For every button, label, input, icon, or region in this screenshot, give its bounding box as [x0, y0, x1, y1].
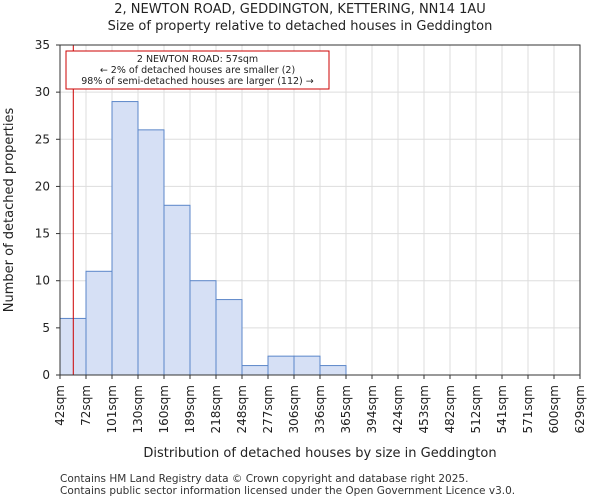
x-axis-label: Distribution of detached houses by size …: [143, 446, 496, 461]
x-tick-label: 42sqm: [53, 385, 67, 426]
x-tick-label: 512sqm: [469, 385, 483, 433]
bar: [319, 365, 347, 376]
annotation-line-1: 2 NEWTON ROAD: 57sqm: [137, 54, 258, 65]
bar: [293, 355, 321, 376]
x-tick-label: 306sqm: [287, 385, 301, 433]
x-tick-label: 160sqm: [157, 385, 171, 433]
x-tick-label: 394sqm: [365, 385, 379, 433]
y-tick-label: 25: [35, 132, 50, 146]
y-tick-label: 20: [35, 179, 50, 193]
x-tick-label: 277sqm: [261, 385, 275, 433]
bar: [267, 355, 295, 376]
x-tick-label: 629sqm: [573, 385, 587, 433]
x-tick-label: 541sqm: [495, 385, 509, 433]
chart-title: 2, NEWTON ROAD, GEDDINGTON, KETTERING, N…: [114, 2, 486, 17]
x-tick-label: 130sqm: [131, 385, 145, 433]
x-tick-label: 72sqm: [79, 385, 93, 426]
y-axis-label: Number of detached properties: [2, 108, 17, 313]
annotation-line-2: ← 2% of detached houses are smaller (2): [100, 65, 295, 76]
bar: [241, 365, 269, 376]
bar: [189, 280, 217, 376]
y-tick-label: 30: [35, 85, 50, 99]
y-tick-label: 15: [35, 227, 50, 241]
footer-line-2: Contains public sector information licen…: [60, 485, 516, 497]
x-axis: 42sqm 72sqm 101sqm 130sqm 160sqm 189sqm 218sqm…: [53, 375, 587, 433]
annotation-box: 2 NEWTON ROAD: 57sqm ← 2% of detached ho…: [65, 50, 330, 90]
bar: [111, 101, 139, 376]
y-tick-label: 5: [42, 321, 50, 335]
chart-subtitle: Size of property relative to detached ho…: [107, 19, 493, 34]
x-tick-label: 424sqm: [391, 385, 405, 433]
x-tick-label: 101sqm: [105, 385, 119, 433]
annotation-rect: [65, 50, 330, 90]
y-axis: 0 5 10 15 20 25 30 35: [35, 38, 60, 382]
x-tick-label: 189sqm: [183, 385, 197, 433]
y-tick-label: 0: [42, 368, 50, 382]
footer-line-1: Contains HM Land Registry data © Crown c…: [60, 473, 469, 485]
x-tick-label: 482sqm: [443, 385, 457, 433]
x-tick-label: 365sqm: [339, 385, 353, 433]
plot-frame: [59, 44, 581, 376]
y-tick-label: 10: [35, 274, 50, 288]
bar: [215, 299, 243, 376]
x-tick-label: 571sqm: [521, 385, 535, 433]
x-tick-label: 248sqm: [235, 385, 249, 433]
bar: [163, 204, 191, 376]
annotation-line-3: 98% of semi-detached houses are larger (…: [81, 76, 314, 87]
y-tick-label: 35: [35, 38, 50, 52]
x-tick-label: 336sqm: [313, 385, 327, 433]
x-tick-label: 453sqm: [417, 385, 431, 433]
x-tick-label: 600sqm: [547, 385, 561, 433]
bar: [85, 270, 113, 376]
bar: [137, 129, 165, 376]
bars: [59, 101, 347, 376]
x-tick-label: 218sqm: [209, 385, 223, 433]
